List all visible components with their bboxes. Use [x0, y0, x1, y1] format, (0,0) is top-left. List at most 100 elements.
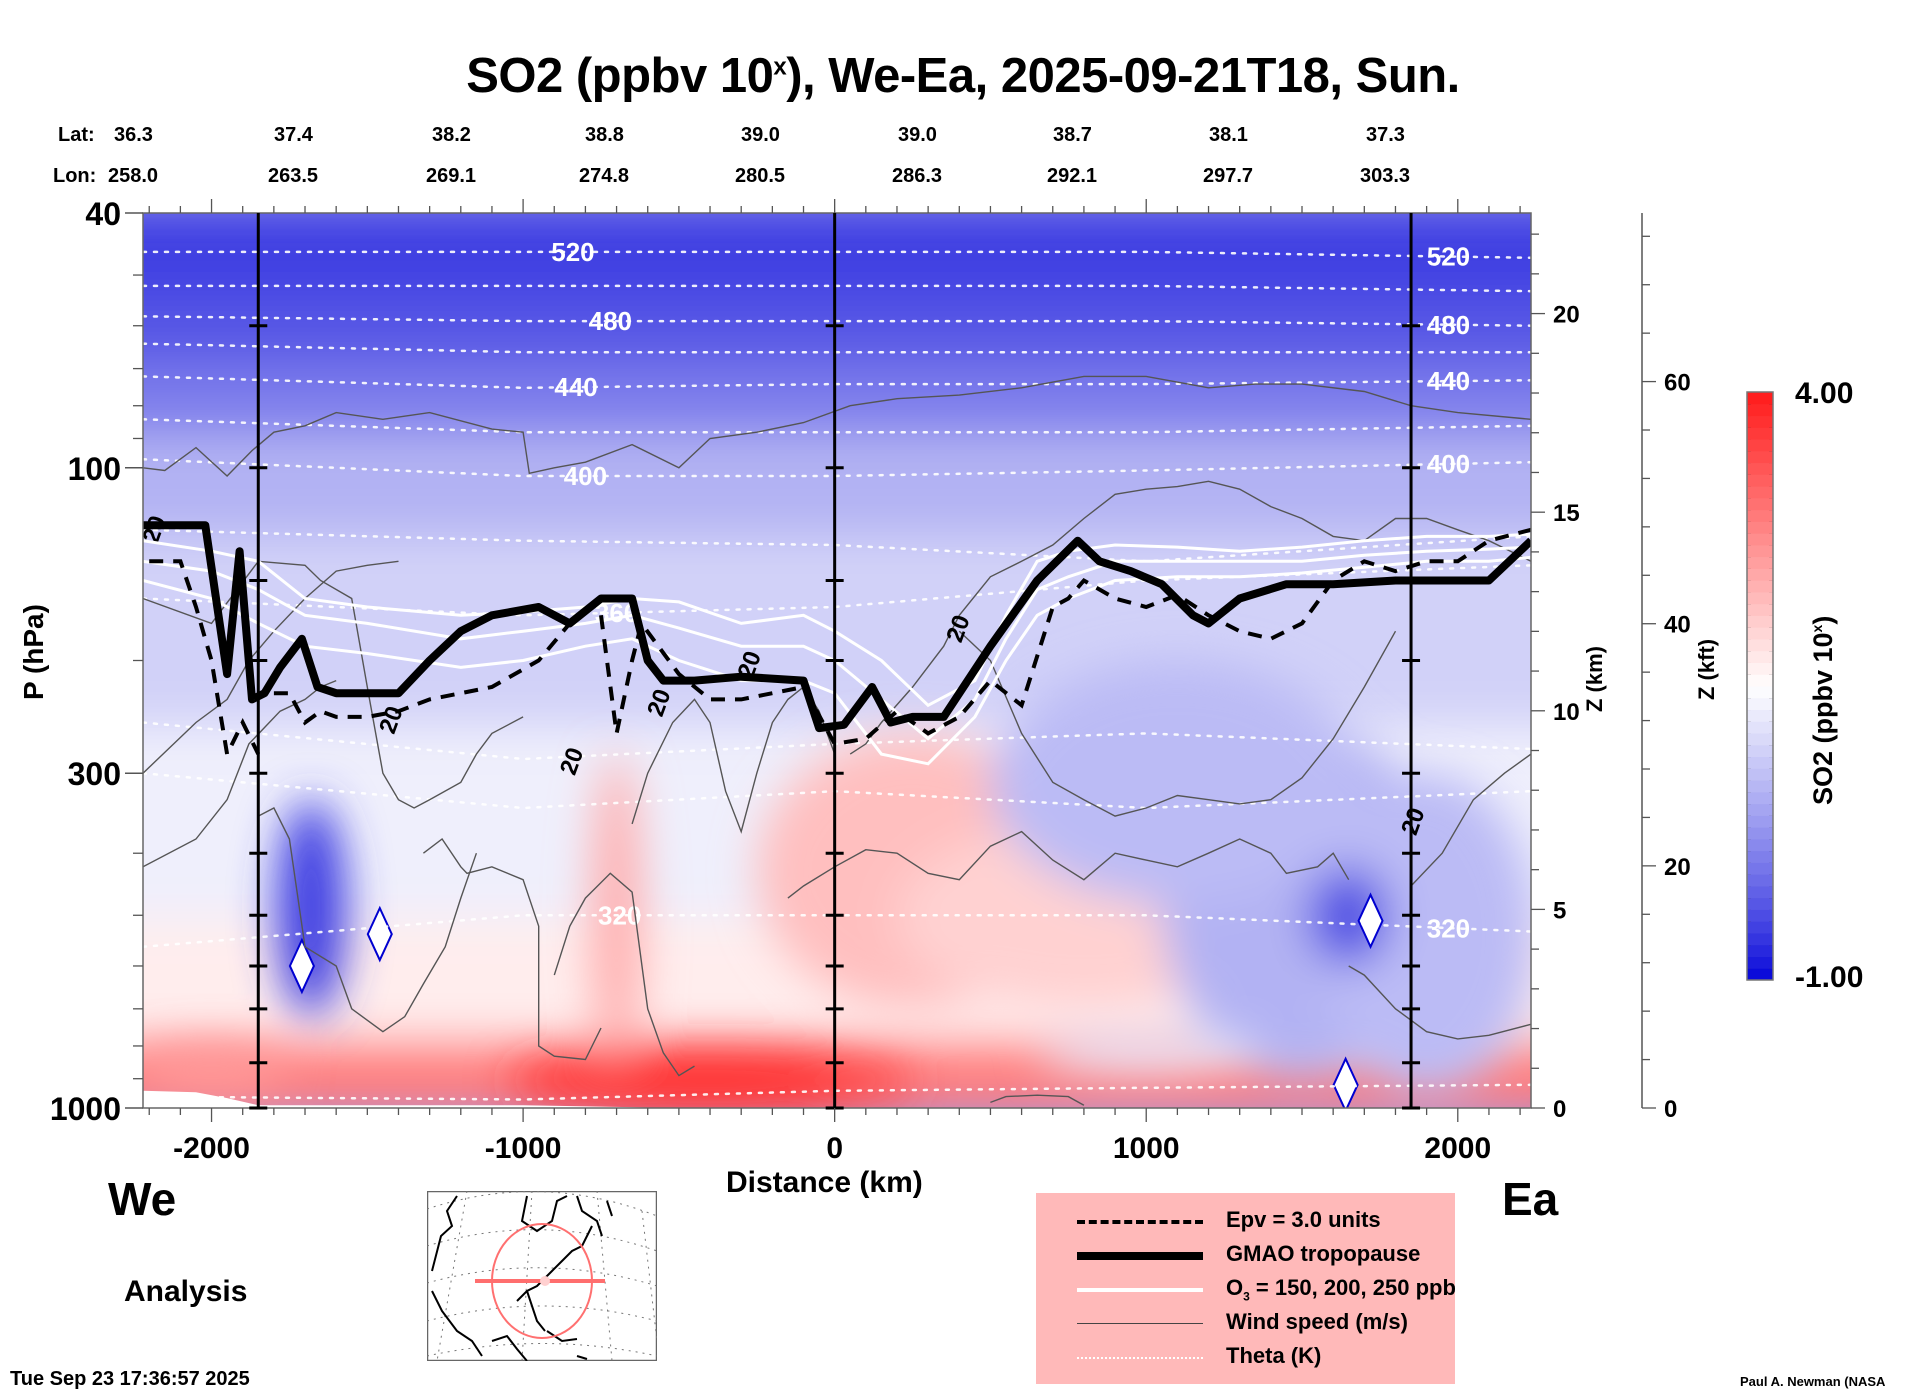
colorbar-step [1747, 932, 1773, 946]
so2-band [143, 213, 1531, 308]
theta-line [143, 284, 1531, 293]
white-line-icon [1077, 1288, 1203, 1292]
z-km-tick-label: 20 [1553, 302, 1580, 329]
y-tick-label: 300 [68, 756, 121, 792]
legend-item-theta: Theta (K) [1036, 1341, 1455, 1373]
y-tick-label: 1000 [50, 1091, 121, 1127]
colorbar-max-label: 4.00 [1795, 377, 1854, 410]
z-kft-tick-label: 40 [1664, 612, 1691, 639]
so2-band [143, 295, 1531, 375]
lon-value: 286.3 [892, 165, 943, 187]
lon-value: 274.8 [579, 165, 630, 187]
theta-label: 520 [551, 237, 594, 267]
colorbar-step [1747, 721, 1773, 734]
theta-line [143, 250, 1531, 260]
chart-title: SO2 (ppbv 10x), We-Ea, 2025-09-21T18, Su… [466, 49, 1460, 103]
colorbar-step [1747, 827, 1773, 840]
y-axis-label: P (hPa) [18, 604, 49, 700]
credit-text: Paul A. Newman (NASA [1740, 1374, 1886, 1389]
wind-speed-contour [143, 560, 524, 809]
thick-line-icon [1077, 1252, 1203, 1260]
colorbar [1746, 391, 1774, 981]
so2-blob [1317, 773, 1531, 1094]
colorbar-step [1747, 862, 1773, 875]
x-tick-label: 2000 [1424, 1132, 1491, 1165]
center-marker [540, 1276, 550, 1286]
colorbar-step [1747, 556, 1773, 569]
colorbar-step [1747, 956, 1773, 969]
lat-label: Lat: [58, 124, 95, 146]
colorbar-step [1747, 450, 1773, 464]
so2-band [143, 432, 1531, 547]
colorbar-min-label: -1.00 [1795, 961, 1864, 994]
legend-item-tropopause: GMAO tropopause [1036, 1239, 1455, 1271]
lat-value: 38.1 [1209, 124, 1248, 146]
y-tick-label: 100 [68, 451, 121, 487]
legend-label: Wind speed (m/s) [1226, 1309, 1408, 1334]
timestamp: Tue Sep 23 17:36:57 2025 [10, 1368, 250, 1390]
lon-label: Lon: [53, 165, 97, 187]
dashed-line-icon [1077, 1220, 1203, 1224]
west-label: We [108, 1173, 177, 1225]
o3-contour [143, 555, 1531, 766]
coastlines [431, 1195, 613, 1361]
wind-speed-contour [422, 837, 602, 1061]
theta-label: 440 [554, 372, 597, 402]
colorbar-step [1747, 638, 1773, 652]
surface-mask [143, 1090, 679, 1108]
wind-speed-contour [849, 480, 1531, 755]
dotted-line-icon [1077, 1357, 1203, 1359]
colorbar-step [1747, 791, 1773, 805]
theta-line [143, 315, 1531, 327]
colorbar-step [1747, 780, 1773, 793]
theta-label: 400 [1427, 449, 1470, 479]
so2-band [143, 534, 1531, 740]
lon-value: 269.1 [426, 165, 477, 187]
legend-label: Theta (K) [1226, 1343, 1322, 1368]
colorbar-step [1747, 486, 1773, 499]
theta-label: 520 [1427, 242, 1470, 272]
colorbar-step [1747, 768, 1773, 781]
colorbar-step [1747, 509, 1773, 522]
colorbar-step [1747, 533, 1773, 546]
colorbar-step [1747, 403, 1773, 417]
z-kft-tick-label: 0 [1664, 1096, 1677, 1123]
x-tick-label: 1000 [1113, 1132, 1180, 1165]
wind-speed-contour [1410, 753, 1531, 887]
z-kft-axis-label: Z (kft) [1694, 638, 1719, 700]
theta-label: 320 [1427, 913, 1470, 943]
lat-value: 37.3 [1366, 124, 1405, 146]
lon-value: 263.5 [268, 165, 319, 187]
colorbar-step [1747, 674, 1773, 687]
missing-data-patch [1357, 892, 1384, 950]
colorbar-step [1747, 474, 1773, 487]
wind-speed-contour [143, 375, 1531, 477]
epv-contour [599, 527, 1531, 747]
wind-speed-contour [553, 872, 695, 1077]
x-tick-label: -2000 [173, 1132, 250, 1165]
x-tick-label: 0 [826, 1132, 843, 1165]
legend: Epv = 3.0 units GMAO tropopause O3 = 150… [1036, 1193, 1456, 1384]
epv-contour [149, 559, 261, 761]
so2-field [143, 213, 1531, 1108]
colorbar-step [1747, 803, 1773, 816]
colorbar-step [1747, 744, 1773, 758]
colorbar-step [1747, 544, 1773, 558]
missing-data-patch [1332, 1056, 1359, 1108]
theta-label: 440 [1427, 366, 1470, 396]
colorbar-step [1747, 497, 1773, 511]
x-axis-label: Distance (km) [726, 1166, 923, 1199]
overlay-lines: 5204804404003603205204804404003202020202… [143, 237, 1531, 1106]
so2-blob [276, 799, 346, 1017]
tropopause-line [143, 521, 1531, 733]
wind-speed-contour [787, 830, 1350, 899]
colorbar-step [1747, 627, 1773, 640]
colorbar-step [1747, 415, 1773, 428]
lat-value: 39.0 [898, 124, 937, 146]
z-km-tick-label: 0 [1553, 1096, 1566, 1123]
colorbar-step [1747, 944, 1773, 957]
lon-value: 280.5 [735, 165, 786, 187]
colorbar-step [1747, 815, 1773, 828]
z-km-axis-label: Z (km) [1582, 646, 1607, 712]
